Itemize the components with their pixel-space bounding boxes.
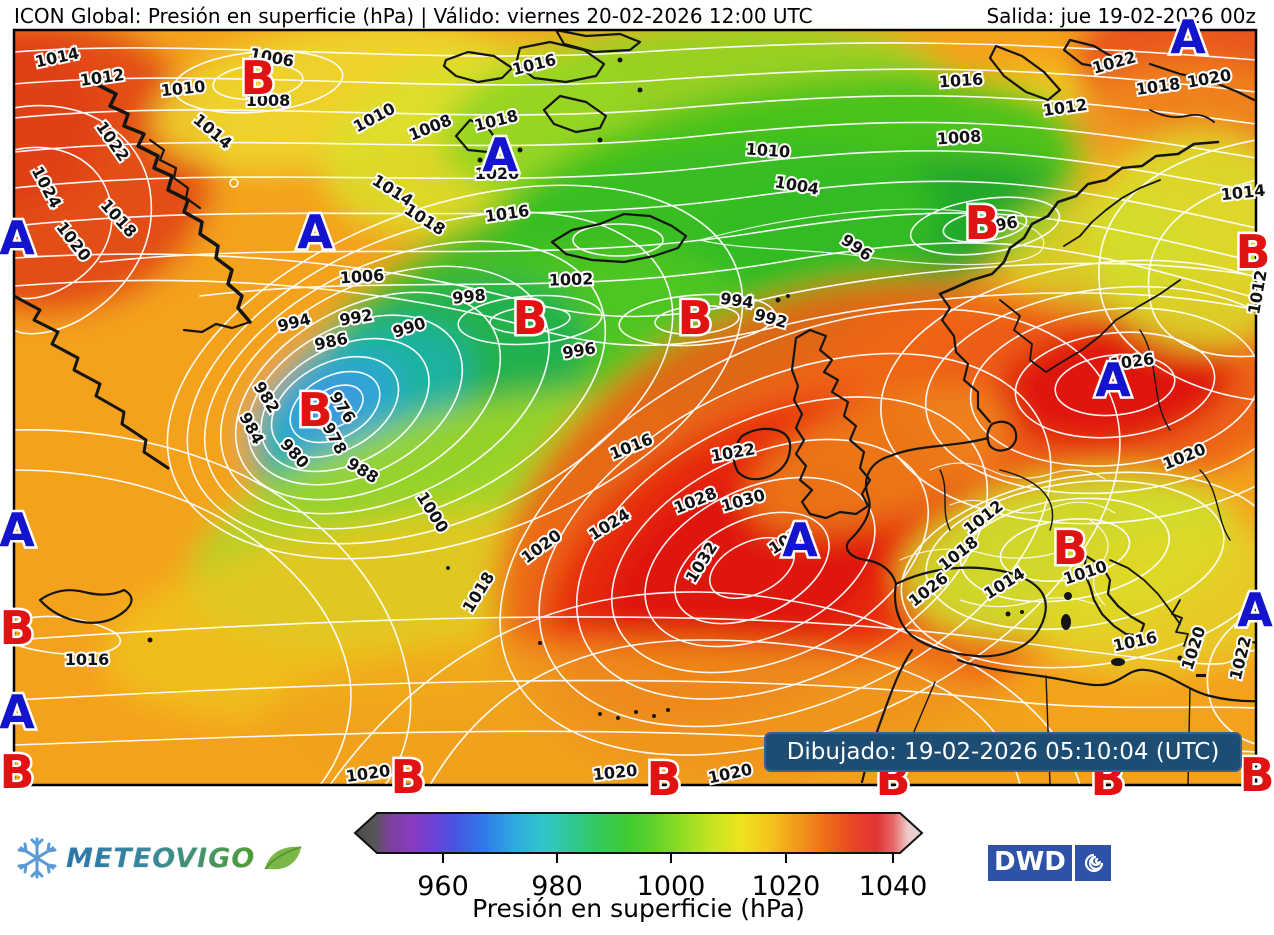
high-pressure-marker: A	[482, 128, 518, 182]
high-pressure-marker: A	[1170, 10, 1206, 64]
isobar-label: 998	[451, 285, 486, 307]
map-title: ICON Global: Presión en superficie (hPa)…	[14, 4, 813, 28]
high-pressure-marker: A	[1095, 353, 1131, 407]
meteovigo-wordmark: METEOVIGO	[66, 842, 256, 874]
isobar-label: 1016	[938, 69, 984, 91]
isobar-label: 1002	[548, 269, 593, 290]
colorbar-ticks: 960 980 1000 1020 1040	[417, 853, 927, 902]
colorbar-tick-label: 1040	[859, 871, 928, 902]
colorbar-tick-label: 1020	[752, 871, 821, 902]
colorbar-tick-label: 960	[417, 871, 469, 902]
colorbar-tick-label: 980	[531, 871, 583, 902]
low-pressure-marker: B	[0, 601, 35, 655]
high-pressure-marker: A	[0, 503, 35, 557]
isobar-label: 1008	[936, 126, 982, 148]
isobar-label: 1016	[65, 650, 110, 669]
colorbar-tick-label: 1000	[637, 871, 706, 902]
map-frame	[12, 28, 1258, 787]
low-pressure-marker: B	[1235, 225, 1270, 279]
low-pressure-marker: B	[0, 745, 35, 799]
low-pressure-marker: B	[390, 750, 425, 804]
colorbar-gradient-bar	[353, 812, 924, 854]
low-pressure-marker: B	[1052, 521, 1087, 575]
coastlines	[14, 30, 1256, 785]
high-pressure-marker: A	[0, 685, 35, 739]
leaf-icon	[264, 846, 302, 870]
run-title: Salida: jue 19-02-2026 00z	[986, 4, 1256, 28]
isobar-label: 1006	[339, 265, 385, 287]
high-pressure-marker: A	[297, 205, 333, 259]
snowflake-icon	[17, 837, 57, 879]
render-timestamp-badge: Dibujado: 19-02-2026 05:10:04 (UTC)	[764, 732, 1242, 772]
colorbar: 960 980 1000 1020 1040	[353, 811, 927, 915]
dwd-wordmark: DWD	[988, 845, 1072, 881]
high-pressure-marker: A	[0, 211, 35, 265]
colorbar-axis-label: Presión en superficie (hPa)	[472, 894, 805, 923]
high-pressure-marker: A	[1237, 583, 1273, 637]
low-pressure-marker: B	[1239, 748, 1274, 802]
low-pressure-marker: B	[512, 291, 547, 345]
dwd-logo: DWD	[988, 845, 1111, 881]
low-pressure-marker: B	[677, 291, 712, 345]
high-pressure-marker: A	[782, 513, 818, 567]
isobar-contours	[14, 42, 1256, 785]
low-pressure-marker: B	[297, 383, 332, 437]
low-pressure-marker: B	[240, 51, 275, 105]
dwd-spiral-icon	[1074, 845, 1111, 881]
low-pressure-marker: B	[646, 752, 681, 806]
isobar-label: 1014	[1220, 181, 1266, 205]
low-pressure-marker: B	[964, 196, 999, 250]
isobar-label: 1008	[246, 91, 291, 110]
isobar-label: 1020	[475, 164, 520, 183]
meteovigo-logo: METEOVIGO	[16, 836, 303, 880]
isobar-label: 1010	[745, 139, 791, 161]
